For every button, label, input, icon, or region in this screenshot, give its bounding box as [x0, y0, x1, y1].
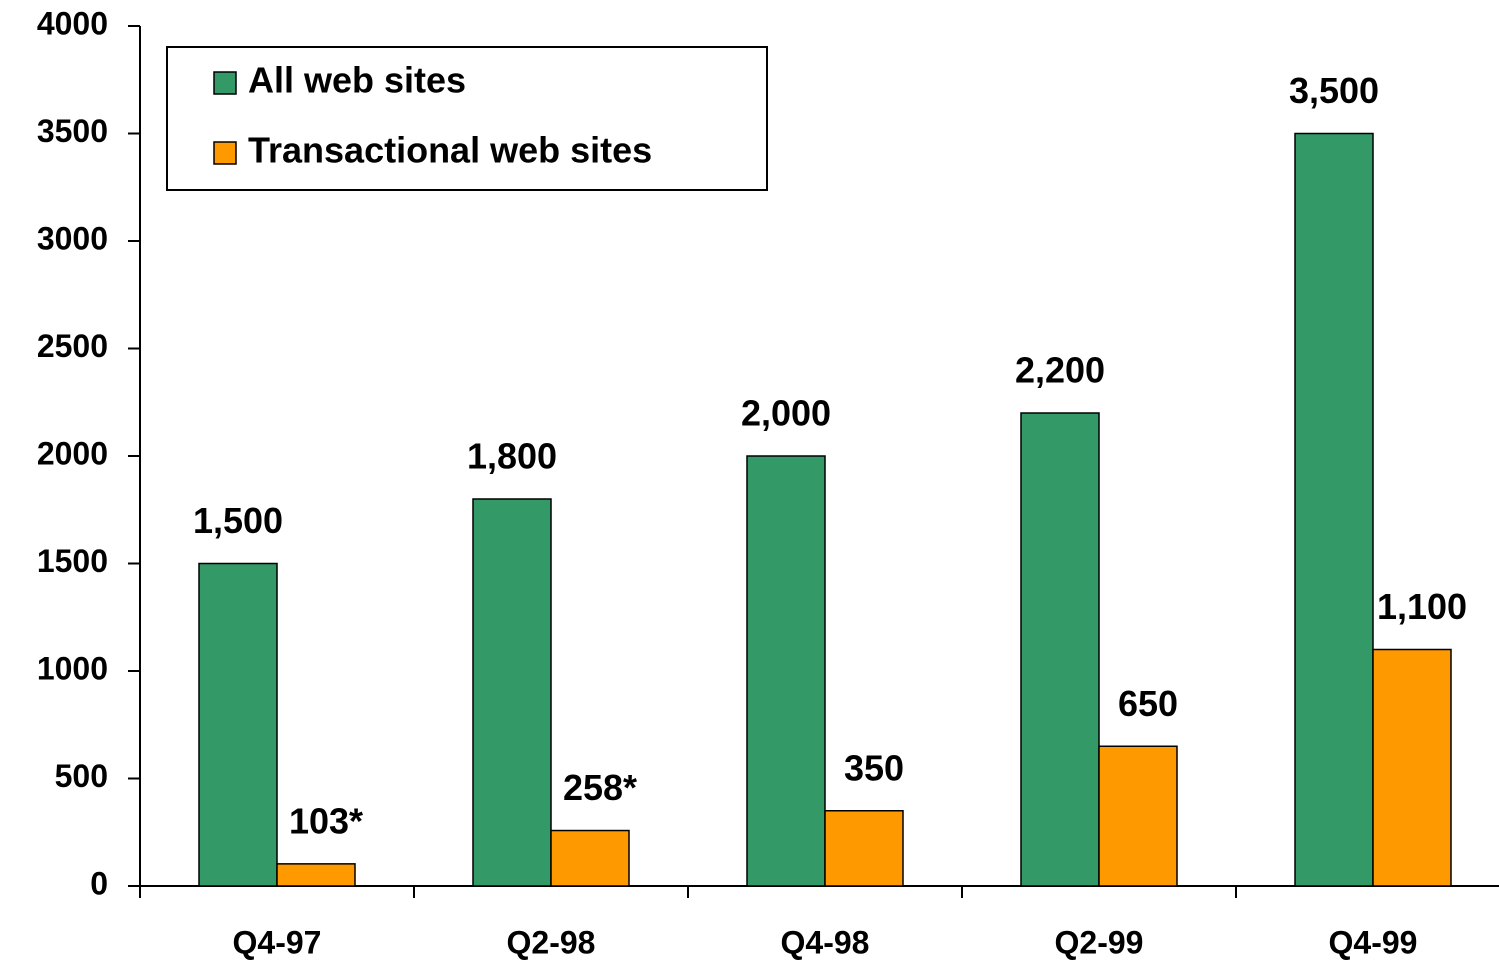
value-label: 650 — [1118, 683, 1178, 724]
bar — [550, 829, 630, 887]
x-tick-label: Q4-98 — [781, 924, 870, 960]
value-label: 103* — [289, 800, 363, 841]
y-tick-label: 0 — [90, 865, 108, 901]
bar — [276, 863, 356, 887]
bar — [472, 498, 552, 887]
value-label: 1,800 — [467, 436, 557, 477]
y-tick-label: 1000 — [37, 650, 108, 686]
x-tick-label: Q2-99 — [1055, 924, 1144, 960]
y-tick-label: 500 — [55, 758, 108, 794]
legend-label: All web sites — [248, 60, 466, 101]
bar — [1098, 745, 1178, 887]
value-label: 350 — [844, 747, 904, 788]
bar — [824, 810, 904, 887]
y-tick-label: 3000 — [37, 220, 108, 256]
value-label: 258* — [563, 767, 637, 808]
value-label: 2,000 — [741, 393, 831, 434]
y-tick-label: 2500 — [37, 328, 108, 364]
legend-box — [166, 46, 768, 191]
value-label: 1,500 — [193, 500, 283, 541]
value-label: 3,500 — [1289, 70, 1379, 111]
value-label: 1,100 — [1377, 586, 1467, 627]
bar — [198, 562, 278, 887]
x-tick-label: Q2-98 — [507, 924, 596, 960]
legend-label: Transactional web sites — [248, 130, 652, 171]
y-tick-label: 2000 — [37, 435, 108, 471]
bar — [746, 455, 826, 887]
bar — [1294, 132, 1374, 887]
x-tick-label: Q4-99 — [1329, 924, 1418, 960]
x-tick-label: Q4-97 — [233, 924, 322, 960]
legend-swatch — [213, 141, 237, 165]
value-label: 2,200 — [1015, 350, 1105, 391]
bar — [1020, 412, 1100, 887]
bar — [1372, 648, 1452, 887]
y-tick-label: 4000 — [37, 5, 108, 41]
y-tick-label: 1500 — [37, 543, 108, 579]
y-tick-label: 3500 — [37, 113, 108, 149]
legend-swatch — [213, 71, 237, 95]
